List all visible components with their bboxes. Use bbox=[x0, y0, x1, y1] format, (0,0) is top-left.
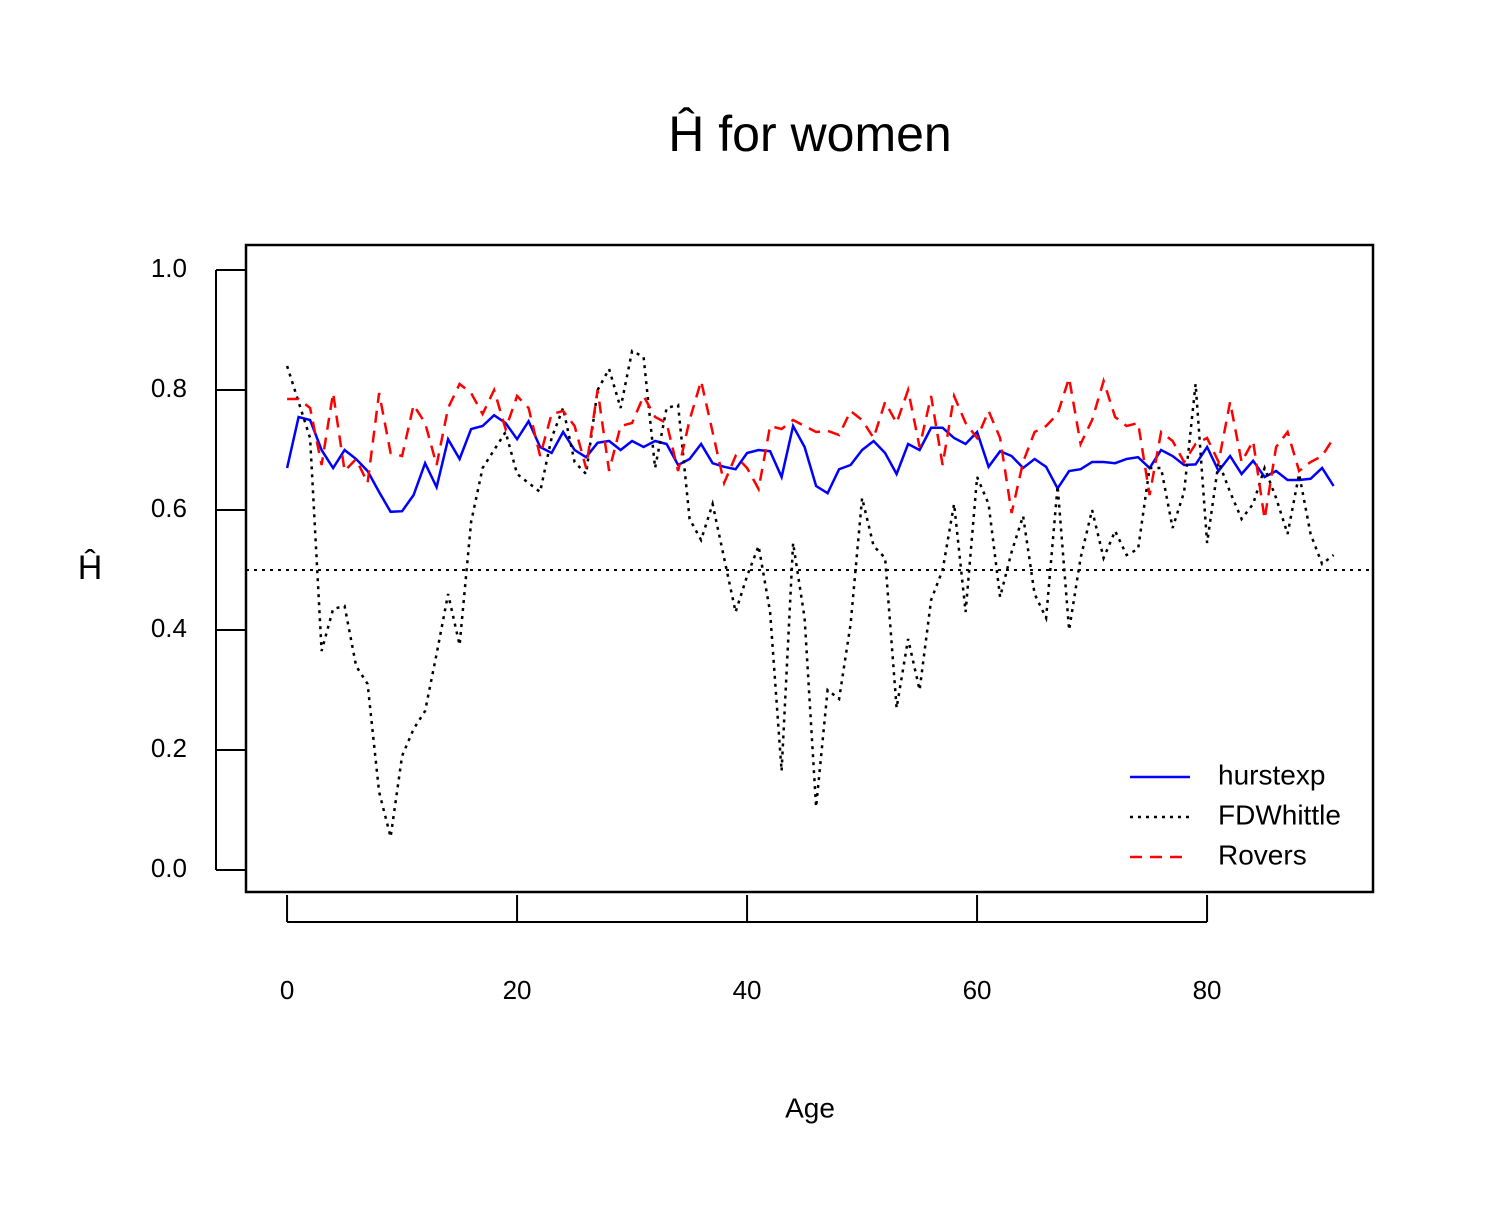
x-tick-label: 60 bbox=[963, 975, 992, 1005]
x-axis-label: Age bbox=[785, 1092, 835, 1123]
chart-title: Ĥ for women bbox=[668, 106, 951, 162]
series-line bbox=[287, 376, 1335, 520]
x-tick-label: 40 bbox=[733, 975, 762, 1005]
legend-label: FDWhittle bbox=[1218, 799, 1341, 830]
series-line bbox=[285, 349, 1335, 838]
y-tick-label: 0.8 bbox=[151, 373, 187, 403]
y-tick-label: 0.2 bbox=[151, 733, 187, 763]
x-tick-label: 0 bbox=[280, 975, 294, 1005]
y-tick-label: 0.4 bbox=[151, 613, 187, 643]
legend-label: hurstexp bbox=[1218, 759, 1325, 790]
legend-label: Rovers bbox=[1218, 839, 1307, 870]
plot-frame bbox=[244, 243, 1375, 894]
y-tick-label: 0.0 bbox=[151, 853, 187, 883]
x-tick-label: 80 bbox=[1193, 975, 1222, 1005]
y-tick-label: 1.0 bbox=[151, 253, 187, 283]
y-axis-label: Ĥ bbox=[78, 549, 103, 587]
x-tick-label: 20 bbox=[503, 975, 532, 1005]
y-tick-label: 0.6 bbox=[151, 493, 187, 523]
series-line bbox=[285, 413, 1335, 514]
